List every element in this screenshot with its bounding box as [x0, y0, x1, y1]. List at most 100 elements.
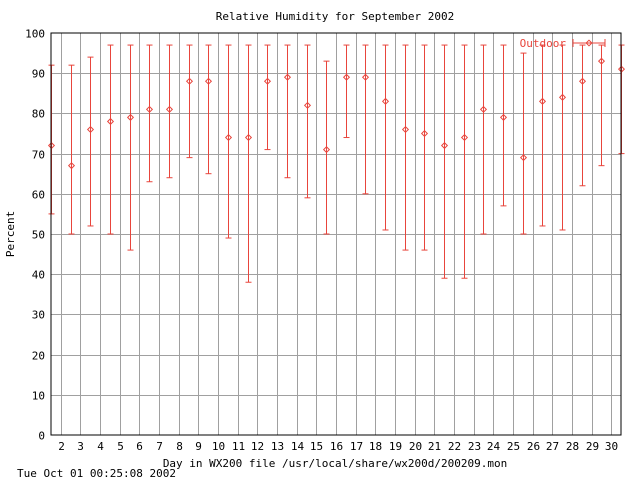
data-point-day-27 [558, 44, 567, 231]
average-marker [420, 129, 429, 138]
data-point-day-8 [185, 44, 194, 159]
x-tick-label: 27 [546, 440, 559, 453]
average-marker [322, 146, 331, 154]
x-tick-label: 17 [350, 440, 363, 453]
average-marker [86, 125, 95, 134]
data-point-day-12 [263, 44, 272, 151]
average-marker [597, 57, 606, 65]
data-point-day-16 [342, 44, 351, 139]
x-tick-label: 23 [468, 440, 481, 453]
x-tick-label: 6 [136, 440, 143, 453]
y-tick-label: 30 [32, 309, 45, 322]
data-point-day-6 [145, 44, 154, 183]
x-tick-label: 14 [291, 440, 305, 453]
y-tick-label: 80 [32, 108, 45, 121]
data-point-day-4 [106, 44, 115, 235]
y-tick-label: 90 [32, 68, 45, 81]
x-tick-label: 13 [271, 440, 284, 453]
data-point-day-10 [224, 44, 233, 239]
average-marker [479, 105, 488, 113]
timestamp-footer: Tue Oct 01 00:25:08 2002 [17, 467, 176, 480]
average-marker [499, 113, 508, 121]
data-point-day-26 [538, 44, 547, 227]
y-tick-label: 20 [32, 350, 45, 363]
x-tick-label: 3 [77, 440, 84, 453]
data-point-day-2 [67, 64, 76, 235]
x-tick-label: 7 [156, 440, 163, 453]
average-marker [204, 77, 213, 85]
average-marker [126, 113, 135, 121]
x-tick-label: 10 [212, 440, 225, 453]
x-tick-label: 5 [117, 440, 124, 453]
average-marker [460, 133, 469, 142]
data-point-day-14 [303, 44, 312, 199]
average-marker [381, 97, 390, 105]
x-tick-label: 15 [310, 440, 323, 453]
data-point-day-17 [361, 44, 370, 195]
data-point-day-23 [479, 44, 488, 235]
x-tick-label: 22 [448, 440, 461, 453]
average-marker [303, 101, 312, 109]
y-tick-label: 60 [32, 189, 45, 202]
legend: Outdoor [520, 37, 606, 50]
x-tick-label: 18 [369, 440, 382, 453]
average-marker [361, 73, 370, 81]
average-marker [617, 65, 626, 73]
x-tick-label: 29 [586, 440, 599, 453]
average-marker [145, 105, 154, 113]
x-tick-label: 4 [97, 440, 104, 453]
x-tick-label: 16 [330, 440, 343, 453]
average-marker [440, 142, 449, 150]
data-point-day-19 [401, 44, 410, 251]
chart-title: Relative Humidity for September 2002 [216, 10, 454, 23]
average-marker [401, 125, 410, 134]
y-tick-label: 50 [32, 229, 45, 242]
data-point-day-15 [322, 60, 331, 235]
data-point-day-5 [126, 44, 135, 251]
data-point-day-9 [204, 44, 213, 175]
x-tick-label: 26 [527, 440, 540, 453]
average-marker [47, 142, 56, 150]
average-marker [263, 77, 272, 85]
y-tick-label: 0 [38, 430, 45, 443]
y-tick-label: 70 [32, 149, 45, 162]
y-tick-label: 100 [25, 28, 45, 41]
average-marker [538, 97, 547, 105]
x-tick-label: 21 [428, 440, 441, 453]
average-marker [558, 93, 567, 101]
data-point-day-21 [440, 44, 449, 279]
average-marker [578, 77, 587, 85]
series-outdoor [47, 44, 626, 283]
data-point-day-20 [420, 44, 429, 251]
x-tick-label: 12 [251, 440, 264, 453]
data-point-day-24 [499, 44, 508, 207]
average-marker [342, 73, 351, 81]
x-tick-label: 25 [507, 440, 520, 453]
average-marker [165, 105, 174, 113]
x-tick-label: 28 [566, 440, 579, 453]
data-point-day-13 [283, 44, 292, 179]
data-point-day-7 [165, 44, 174, 179]
y-tick-label: 40 [32, 269, 45, 282]
x-tick-label: 11 [232, 440, 245, 453]
average-marker [283, 73, 292, 81]
grid-lines [51, 33, 621, 435]
average-marker [106, 117, 115, 125]
x-axis-label: Day in WX200 file /usr/local/share/wx200… [163, 457, 507, 470]
data-point-day-18 [381, 44, 390, 231]
x-tick-label: 2 [58, 440, 65, 453]
data-point-day-11 [244, 44, 253, 283]
y-tick-label: 10 [32, 390, 45, 403]
x-tick-label: 8 [176, 440, 183, 453]
x-tick-label: 20 [409, 440, 422, 453]
average-marker [224, 133, 233, 142]
data-point-day-3 [86, 56, 95, 227]
y-axis-label: Percent [4, 211, 17, 257]
average-marker [185, 77, 194, 85]
plot-frame [50, 32, 622, 436]
average-marker [244, 133, 253, 142]
x-tick-label: 9 [195, 440, 202, 453]
legend-marker [585, 39, 593, 47]
